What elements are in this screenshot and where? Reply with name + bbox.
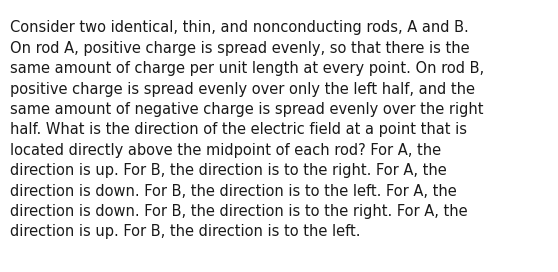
Text: Consider two identical, thin, and nonconducting rods, A and B.
On rod A, positiv: Consider two identical, thin, and noncon… xyxy=(10,20,484,239)
